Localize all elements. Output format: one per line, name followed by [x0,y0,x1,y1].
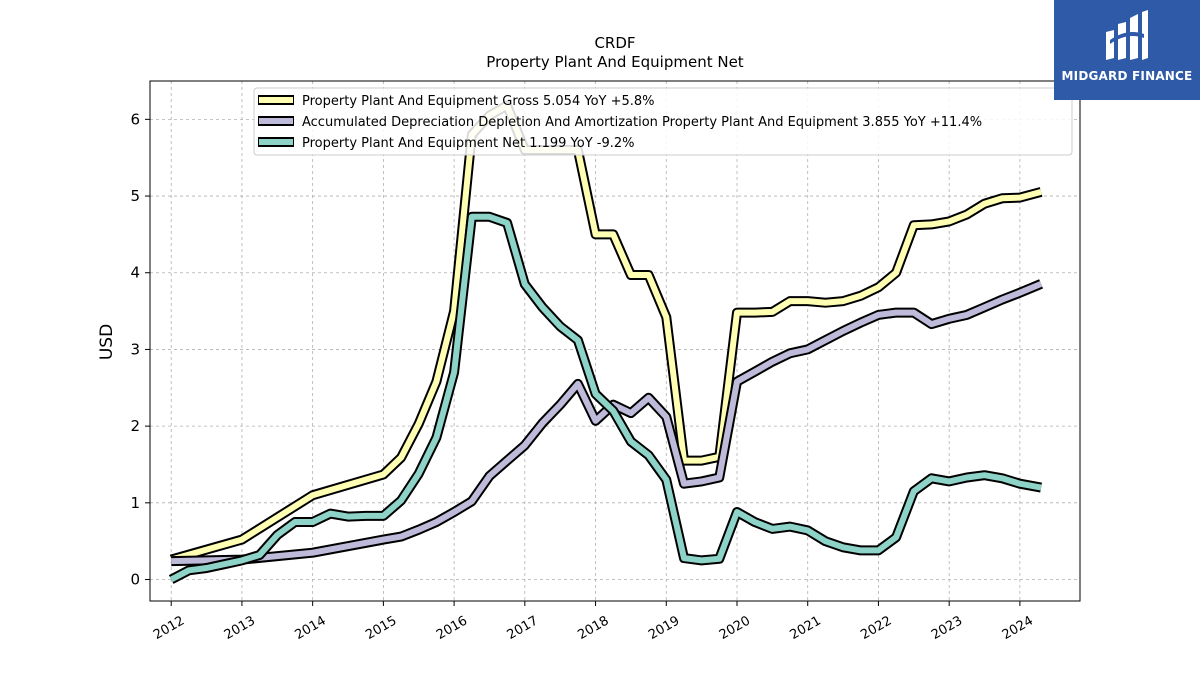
chart-title: CRDF [594,34,635,52]
x-tick-label: 2020 [717,613,753,643]
x-tick-label: 2021 [788,613,824,643]
y-axis-label: USD [97,324,117,360]
x-tick-label: 2017 [505,613,541,643]
x-tick-label: 2019 [646,613,682,643]
legend-box [253,87,1073,156]
midgard-logo-icon [1106,10,1148,60]
x-tick-label: 2022 [858,613,894,643]
x-tick-label: 2013 [222,613,258,643]
y-tick-label: 3 [130,340,140,358]
y-tick-label: 4 [130,264,140,282]
brand-name: MIDGARD FINANCE [1061,69,1193,83]
legend-label: Property Plant And Equipment Gross 5.054… [302,94,655,109]
x-tick-label: 2023 [929,613,965,643]
x-tick-label: 2016 [434,613,470,643]
x-tick-label: 2012 [151,613,187,643]
y-tick-label: 2 [130,417,140,435]
x-tick-label: 2018 [575,613,611,643]
series-line-outline [168,211,1043,584]
plot-area-frame [149,80,1081,602]
series-line-2 [171,281,1043,565]
y-tick-label: 6 [130,110,140,128]
series-line-1 [170,102,1042,563]
series-layer [168,100,1044,584]
y-tick-label: 5 [130,187,140,205]
brand-logo: MIDGARD FINANCE [1054,0,1200,100]
y-tick-label: 1 [130,494,140,512]
legend-label: Property Plant And Equipment Net 1.199 Y… [302,136,635,151]
x-axis: 2012 2013 2014 2015 2016 2017 2018 2019 2020 2021… [151,601,1036,643]
y-axis: 0 1 2 3 4 5 6 [130,110,150,589]
legend-label: Accumulated Depreciation Depletion And A… [302,115,982,130]
legend: Property Plant And Equipment Gross 5.054… [253,87,1073,156]
x-tick-label: 2024 [1000,613,1036,643]
series-line-3 [169,213,1042,583]
y-tick-label: 0 [130,571,140,589]
x-tick-label: 2014 [293,613,329,643]
x-tick-label: 2015 [363,613,399,643]
chart-subtitle: Property Plant And Equipment Net [486,53,743,71]
